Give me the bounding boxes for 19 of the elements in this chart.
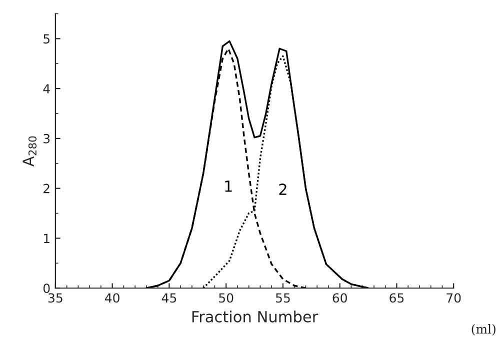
y-tick-label: 5 bbox=[44, 34, 50, 44]
series-label: 2 bbox=[279, 184, 286, 195]
x-tick-label: 65 bbox=[390, 293, 404, 303]
x-axis-title: Fraction Number bbox=[192, 310, 318, 322]
y-tick-label: 3 bbox=[44, 134, 50, 144]
x-tick-label: 70 bbox=[446, 293, 461, 303]
y-tick-label: 1 bbox=[44, 234, 50, 243]
x-tick-label: 45 bbox=[162, 293, 176, 303]
x-tick-label: 50 bbox=[219, 293, 234, 303]
x-tick-label: 60 bbox=[332, 293, 347, 303]
y-tick-label: 2 bbox=[44, 184, 50, 194]
x-tick-label: 35 bbox=[48, 293, 62, 303]
y-tick-label: 0 bbox=[43, 284, 50, 294]
text: (ml) bbox=[472, 324, 496, 336]
x-tick-label: 55 bbox=[276, 293, 290, 303]
y-tick-label: 4 bbox=[43, 84, 50, 94]
series-label: 1 bbox=[225, 180, 232, 192]
y-axis-title: A$_{280}$ bbox=[22, 136, 37, 167]
x-tick-label: 40 bbox=[104, 293, 120, 303]
